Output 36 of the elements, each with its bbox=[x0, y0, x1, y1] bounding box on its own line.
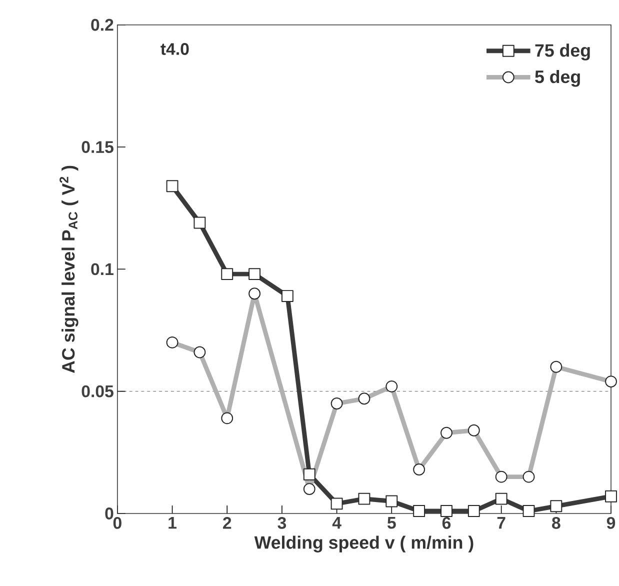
x-tick-label: 1 bbox=[168, 516, 176, 529]
point bbox=[166, 180, 178, 192]
point bbox=[550, 500, 562, 512]
x-tick-label: 7 bbox=[497, 516, 506, 529]
point bbox=[522, 505, 535, 517]
point bbox=[386, 495, 398, 508]
point bbox=[358, 492, 370, 505]
point bbox=[468, 505, 480, 517]
point bbox=[281, 290, 294, 302]
x-tick-label: 2 bbox=[223, 516, 232, 529]
y-axis-title: AC signal level P$_{AC}$ ( V$^{2}$ ) bbox=[60, 166, 78, 373]
point bbox=[440, 505, 452, 517]
point bbox=[495, 492, 508, 505]
legend-label: 75 deg bbox=[535, 44, 590, 60]
point bbox=[330, 498, 343, 510]
point bbox=[194, 216, 206, 229]
x-tick-label: 4 bbox=[332, 516, 342, 529]
legend-label: 5 deg bbox=[535, 70, 580, 87]
x-tick-label: 8 bbox=[552, 516, 560, 529]
x-tick-label: 3 bbox=[278, 516, 286, 529]
point bbox=[413, 505, 426, 517]
y-tick-label: 0.15 bbox=[82, 141, 114, 153]
x-tick-label: 6 bbox=[442, 516, 451, 529]
point bbox=[248, 268, 261, 280]
point bbox=[303, 468, 316, 480]
y-tick-label: 0.2 bbox=[91, 18, 114, 31]
x-tick-label: 9 bbox=[606, 516, 616, 529]
y-tick-label: 0 bbox=[105, 507, 114, 520]
annotation: t4.0 bbox=[160, 42, 189, 55]
point bbox=[605, 490, 617, 502]
x-tick-label: 5 bbox=[387, 516, 396, 529]
point bbox=[221, 268, 234, 280]
y-tick-label: 0.1 bbox=[91, 263, 114, 276]
y-tick-label: 0.05 bbox=[82, 385, 114, 398]
x-tick-label: 0 bbox=[113, 516, 122, 529]
x-axis-title: Welding speed v ( m/min ) bbox=[254, 536, 474, 552]
